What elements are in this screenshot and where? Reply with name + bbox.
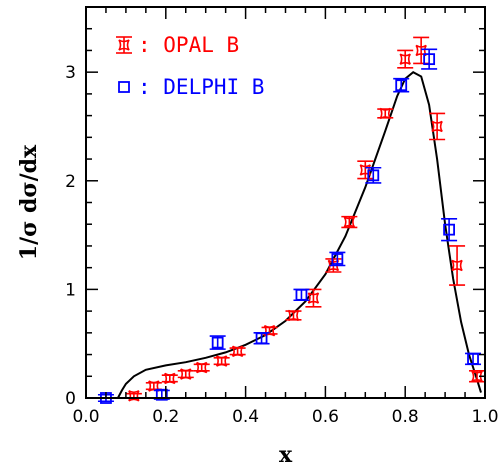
series-opal-b [125,36,486,402]
opal-marker [471,370,483,382]
y-tick-label: 0 [65,389,76,409]
opal-marker [415,44,427,57]
x-tick-label: 1.0 [471,407,498,427]
data-point [441,217,458,242]
data-point [177,368,194,380]
delphi-marker [331,253,344,265]
data-point [397,49,414,69]
opal-marker [399,53,411,65]
data-point [125,390,142,402]
x-axis-title: x [279,442,293,468]
data-point [213,355,230,367]
axis-ticks-layer: 0.0 0.2 0.4 0.6 0.8 1.0 0 1 2 3 [65,7,498,427]
x-tick-label: 0.4 [232,407,259,427]
data-point [325,258,342,273]
data-point [413,36,430,65]
y-tick-label: 2 [65,172,76,192]
delphi-marker [255,332,268,345]
delphi-marker [295,288,308,301]
data-point [393,77,410,93]
data-point [285,309,302,322]
data-point [229,345,246,357]
series-delphi-b [97,48,482,404]
delphi-marker [423,53,436,66]
delphi-marker [211,336,224,349]
x-tick-label: 0.0 [72,407,99,427]
data-point [357,160,374,180]
legend-item: : DELPHI B [118,75,264,99]
data-points-layer [97,36,486,404]
data-point [329,251,346,267]
y-tick-label: 3 [65,63,76,83]
opal-marker [431,120,443,133]
data-point [449,245,466,286]
data-point [377,107,394,120]
opal-marker [118,39,130,51]
opal-marker [287,309,300,322]
theory-curve-layer [117,71,482,399]
legend-item: : OPAL B [116,33,239,57]
data-point [341,215,358,229]
x-tick-label: 0.2 [152,407,179,427]
data-point [365,166,382,184]
opal-marker [379,107,391,120]
opal-marker [196,361,208,374]
opal-marker [180,368,192,380]
opal-marker [307,292,320,304]
delphi-marker [467,352,479,365]
delphi-marker [395,79,408,92]
opal-marker [451,259,463,272]
x-tick-label: 0.8 [392,407,419,427]
y-axis-title: 1/σ dσ/dx [16,144,42,260]
y-tick-label: 1 [65,280,76,300]
data-point [253,332,270,345]
data-point [421,48,438,70]
delphi-marker [155,388,168,401]
opal-marker [343,216,356,228]
delphi-marker [443,223,455,236]
data-point [161,372,178,385]
x-tick-label: 0.6 [312,407,339,427]
opal-marker [164,372,176,385]
opal-marker [231,345,244,357]
opal-marker [327,259,340,272]
data-point [193,361,210,374]
opal-marker [359,164,372,176]
delphi-marker [118,81,130,93]
data-point [209,335,226,350]
data-point [429,112,446,141]
theory-curve [117,71,482,399]
delphi-marker [367,169,380,182]
legend-label: : DELPHI B [138,75,264,99]
legend-label: : OPAL B [138,33,239,57]
data-point [469,370,486,383]
legend: : OPAL B : DELPHI B [116,33,264,99]
data-point [293,288,310,302]
opal-marker [215,355,228,367]
data-point [465,352,482,366]
plot-frame [85,6,486,399]
